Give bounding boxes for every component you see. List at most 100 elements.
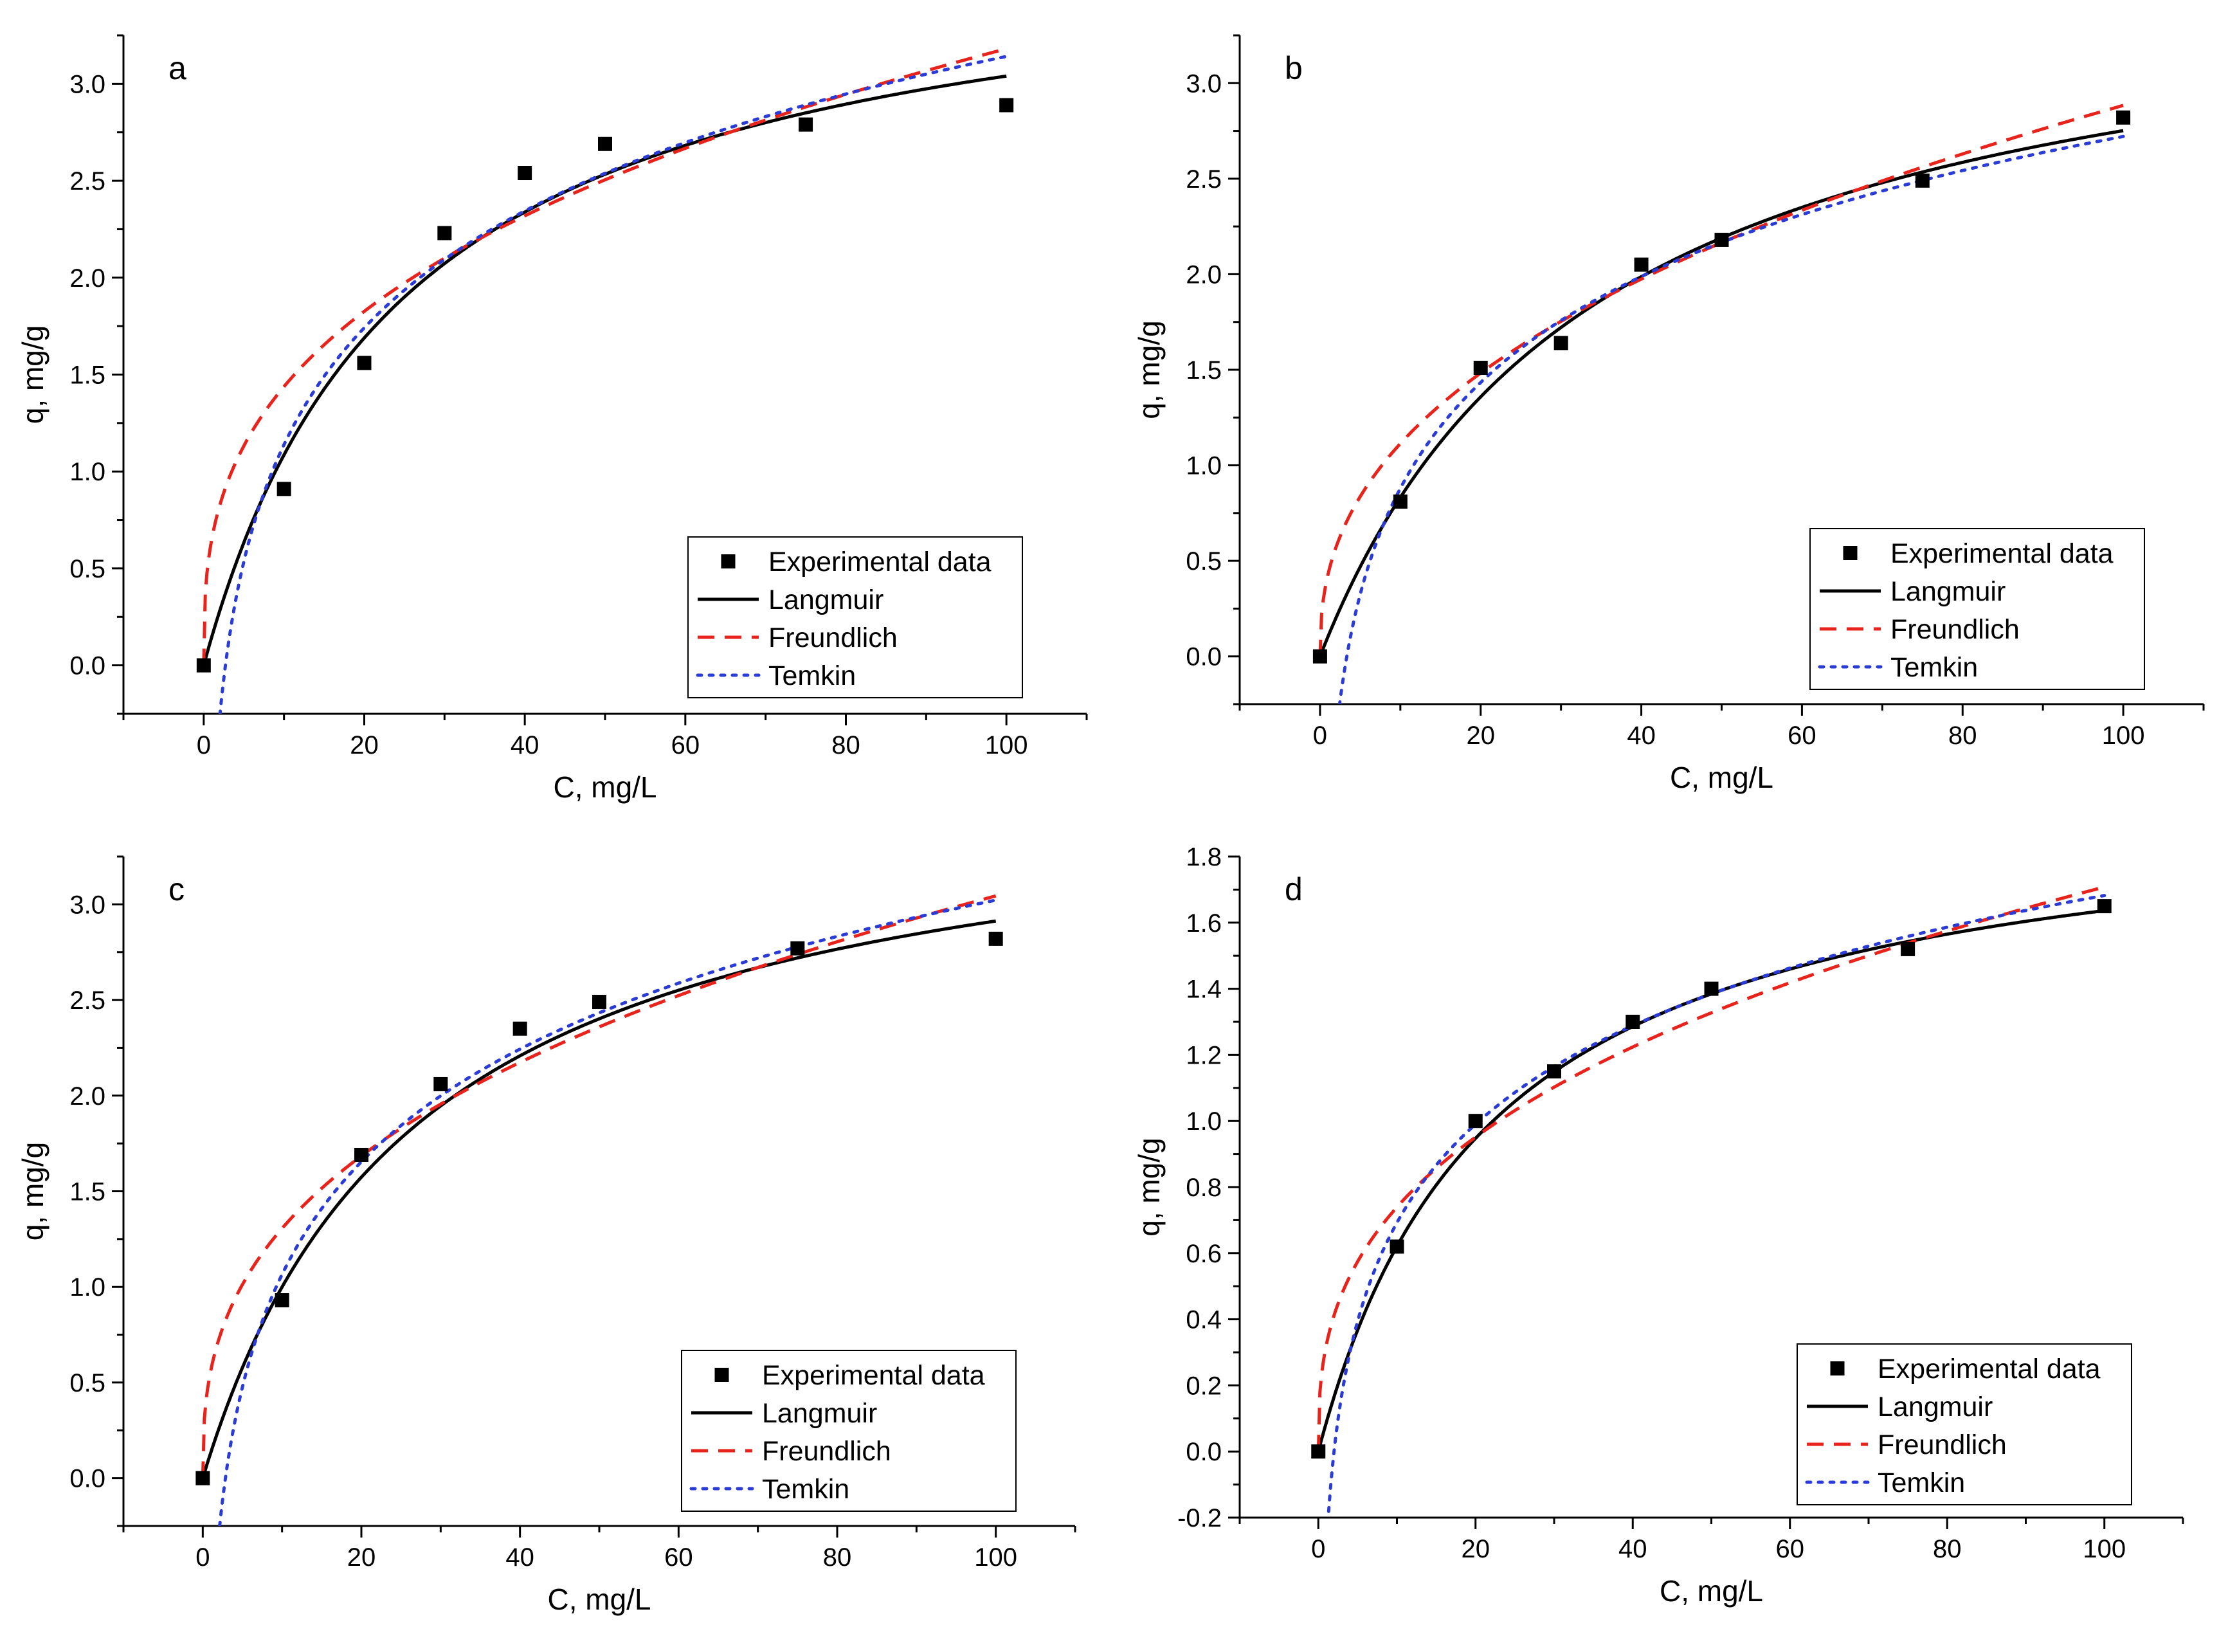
- panel-b: 0 20 40 60 80 100 0.0 0.5 1.0 1.5 2.0 2.5 3.0 C, mg/L…: [1132, 34, 2205, 794]
- legend-label: Temkin: [1890, 652, 1978, 683]
- y-tick-label: 1.0: [69, 1273, 105, 1302]
- y-tick-label: 0.5: [1186, 547, 1222, 576]
- y-tick-label: 0.5: [69, 1369, 105, 1397]
- x-tick-label: 20: [350, 731, 379, 759]
- legend: Experimental data Langmuir Freundlich Temki…: [687, 536, 1023, 698]
- legend-label: Freundlich: [1890, 614, 2020, 645]
- y-axis-title: q, mg/g: [1132, 320, 1166, 419]
- freundlich-curve: [202, 47, 1007, 666]
- data-point: [518, 166, 532, 181]
- y-tick-label: 2.0: [1186, 260, 1222, 289]
- x-tick-label: 100: [974, 1543, 1017, 1572]
- legend-label: Langmuir: [1890, 576, 2006, 607]
- y-tick-label: 2.5: [69, 986, 105, 1015]
- data-point: [592, 995, 606, 1010]
- x-tick-label: 20: [347, 1543, 376, 1572]
- data-point: [1714, 232, 1729, 247]
- x-tick-label: 20: [1462, 1535, 1490, 1563]
- data-point: [2097, 899, 2112, 914]
- y-axis-title: q, mg/g: [16, 1142, 50, 1240]
- x-tick-label: 40: [1627, 722, 1656, 750]
- legend-marker: [1843, 546, 1858, 560]
- data-point: [1553, 336, 1568, 350]
- x-tick-label: 60: [671, 731, 700, 759]
- x-tick-label: 0: [1311, 1535, 1325, 1563]
- y-tick-label: 1.5: [69, 361, 105, 390]
- data-point: [354, 1147, 368, 1162]
- y-tick-label: 3.0: [1186, 69, 1222, 98]
- legend-label: Temkin: [768, 660, 856, 691]
- y-tick-label: 1.4: [1186, 976, 1222, 1004]
- data-point: [1704, 981, 1719, 996]
- legend-label: Langmuir: [762, 1398, 877, 1429]
- legend-box: [1797, 1343, 2132, 1505]
- legend-label: Experimental data: [768, 547, 992, 577]
- legend: Experimental data Langmuir Freundlich Temki…: [1809, 528, 2145, 690]
- y-tick-label: 0.0: [1186, 1438, 1222, 1466]
- x-axis-title: C, mg/L: [1670, 761, 1773, 794]
- legend-marker: [714, 1368, 729, 1382]
- x-tick-label: 0: [195, 1543, 210, 1572]
- data-point: [1915, 173, 1930, 188]
- y-tick-label: 0.2: [1186, 1372, 1222, 1400]
- x-tick-label: 100: [985, 731, 1028, 759]
- x-tick-label: 40: [505, 1543, 534, 1572]
- y-tick-label: 2.5: [69, 167, 105, 195]
- y-tick-label: 1.0: [69, 458, 105, 486]
- data-point: [999, 98, 1014, 113]
- y-tick-label: 1.0: [1186, 452, 1222, 480]
- legend-marker: [721, 554, 736, 568]
- data-point: [1311, 1444, 1326, 1459]
- y-tick-label: 0.8: [1186, 1174, 1222, 1202]
- legend-label: Temkin: [762, 1474, 849, 1505]
- x-tick-label: 60: [1788, 722, 1816, 750]
- y-tick-label: 3.0: [69, 891, 105, 919]
- y-tick-label: 1.6: [1186, 909, 1222, 938]
- legend-label: Experimental data: [762, 1360, 985, 1391]
- freundlich-curve: [1318, 104, 2124, 657]
- freundlich-curve: [1316, 885, 2105, 1452]
- data-point: [196, 658, 211, 673]
- x-tick-label: 20: [1467, 722, 1496, 750]
- data-point: [1626, 1015, 1640, 1029]
- data-point: [598, 136, 612, 151]
- legend: Experimental data Langmuir Freundlich Temki…: [1797, 1343, 2132, 1505]
- y-tick-label: 3.0: [69, 70, 105, 98]
- data-point: [1634, 257, 1649, 272]
- y-axis-title: q, mg/g: [16, 325, 50, 424]
- data-point: [512, 1021, 527, 1036]
- data-point: [1393, 495, 1408, 509]
- panel-letter: b: [1285, 50, 1303, 86]
- y-tick-label: 0.0: [69, 652, 105, 680]
- y-tick-label: -0.2: [1177, 1504, 1222, 1532]
- legend-label: Experimental data: [1878, 1354, 2101, 1384]
- legend-box: [681, 1350, 1017, 1512]
- legend: Experimental data Langmuir Freundlich Temki…: [681, 1350, 1017, 1512]
- panel-a: 0 20 40 60 80 100 0.0 0.5 1.0 1.5 2.0 2.5 3.0 C, mg/L…: [16, 34, 1088, 804]
- legend-label: Freundlich: [762, 1436, 891, 1467]
- x-tick-label: 80: [823, 1543, 852, 1572]
- temkin-curve: [218, 898, 998, 1526]
- x-tick-label: 80: [831, 731, 860, 759]
- panel-letter: a: [168, 50, 186, 86]
- x-axis-title: C, mg/L: [1660, 1574, 1763, 1608]
- x-tick-label: 60: [664, 1543, 693, 1572]
- legend-label: Langmuir: [1878, 1392, 1993, 1422]
- panel-letter: c: [168, 871, 185, 907]
- y-tick-label: 0.6: [1186, 1240, 1222, 1268]
- freundlich-curve: [201, 894, 997, 1478]
- y-tick-label: 2.5: [1186, 165, 1222, 194]
- legend-label: Experimental data: [1890, 538, 2114, 569]
- legend-label: Freundlich: [1878, 1430, 2007, 1460]
- legend-box: [687, 536, 1023, 698]
- x-tick-label: 80: [1948, 722, 1977, 750]
- data-point: [790, 941, 805, 956]
- data-point: [276, 482, 291, 496]
- legend-marker: [1830, 1361, 1845, 1375]
- data-point: [433, 1076, 448, 1091]
- y-tick-label: 0.0: [69, 1465, 105, 1493]
- data-point: [1547, 1064, 1561, 1079]
- data-point: [2116, 110, 2131, 125]
- x-axis-title: C, mg/L: [553, 770, 657, 804]
